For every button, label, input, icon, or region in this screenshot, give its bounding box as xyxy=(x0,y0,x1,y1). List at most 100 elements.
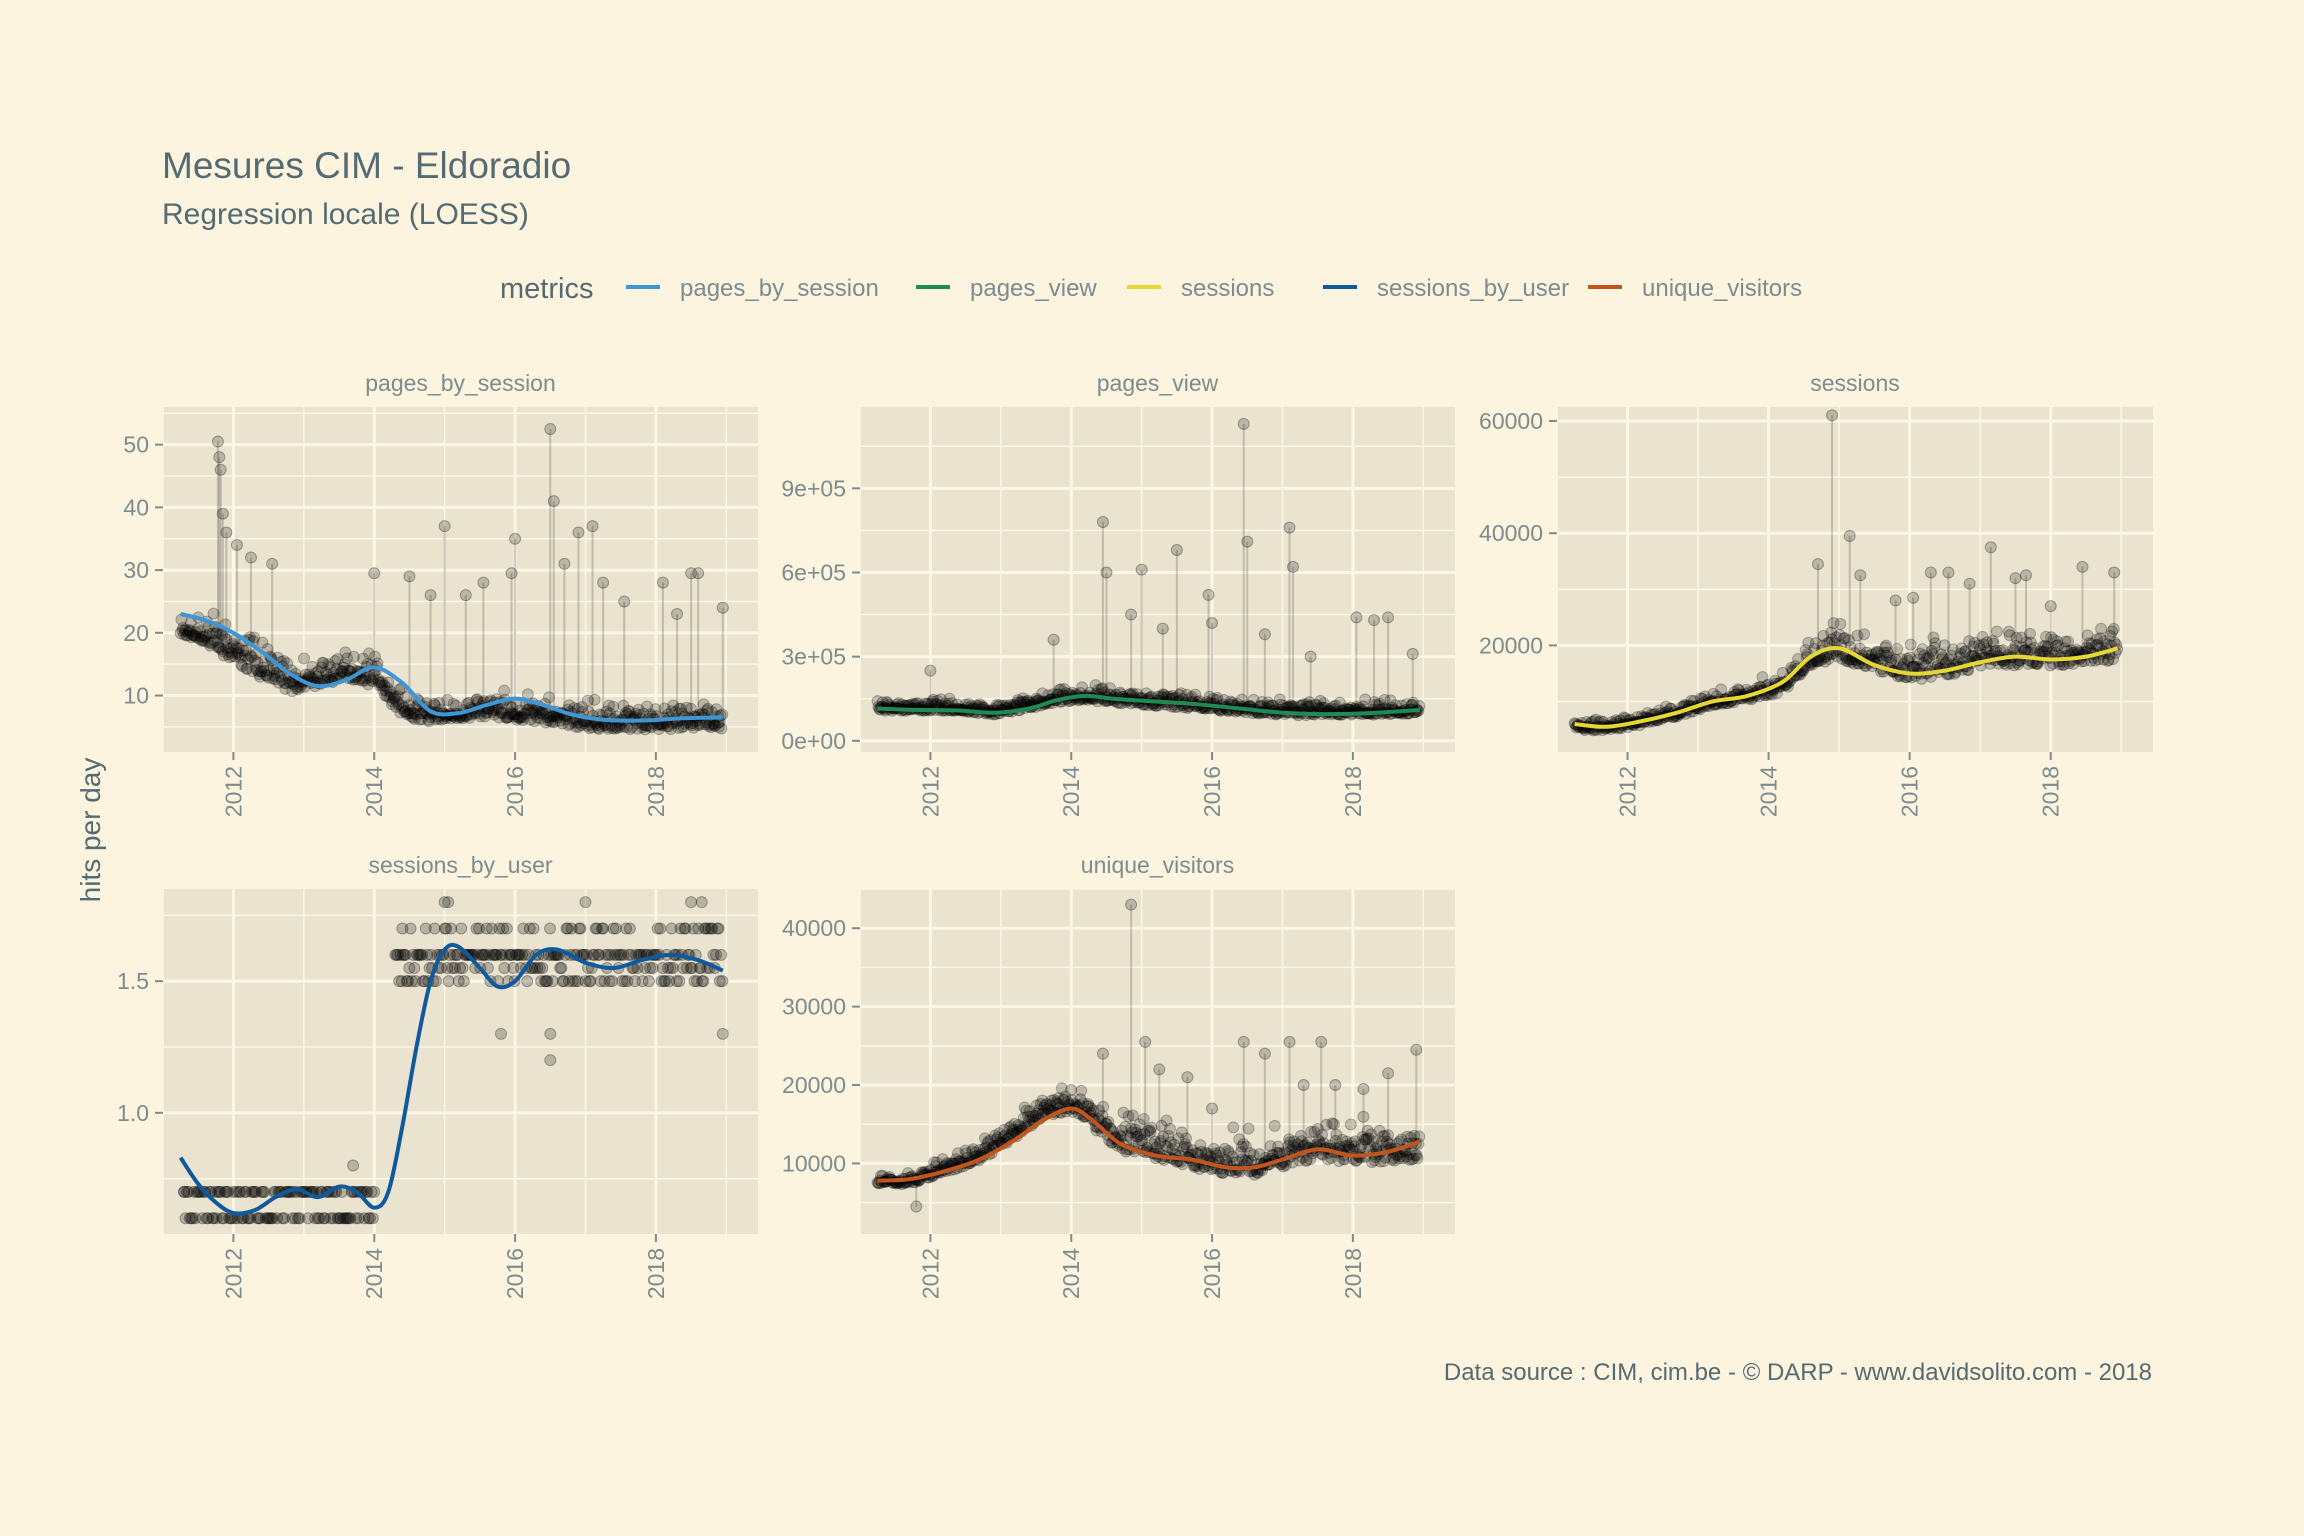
data-point xyxy=(517,711,530,724)
data-point xyxy=(364,674,377,687)
spike-point xyxy=(1283,1035,1296,1048)
data-point xyxy=(303,668,316,681)
data-point xyxy=(511,710,524,723)
data-point xyxy=(388,692,401,705)
data-point xyxy=(403,706,416,719)
data-point xyxy=(545,710,558,723)
data-point xyxy=(673,975,686,988)
spike-point xyxy=(671,608,684,620)
data-point xyxy=(363,647,376,660)
data-point xyxy=(680,701,693,714)
data-point xyxy=(232,646,245,659)
legend: metrics pages_by_session pages_view sessio… xyxy=(500,273,1802,305)
data-point xyxy=(539,716,552,729)
x-tick-label: 2012 xyxy=(220,766,246,817)
data-point xyxy=(537,708,550,721)
data-point xyxy=(174,627,187,640)
data-point xyxy=(286,685,299,698)
data-point xyxy=(1990,625,2003,638)
data-point xyxy=(508,710,521,723)
data-point xyxy=(574,922,587,935)
data-point xyxy=(384,685,397,698)
data-point xyxy=(542,714,555,727)
data-point xyxy=(368,1185,381,1198)
data-point xyxy=(181,629,194,642)
data-point xyxy=(183,625,196,638)
spike-point xyxy=(2009,572,2022,585)
spike-point xyxy=(1350,611,1363,624)
data-point xyxy=(194,625,207,638)
data-point xyxy=(652,723,665,736)
data-point xyxy=(715,948,728,961)
spike-point xyxy=(1315,1035,1328,1048)
strip-label-sessions_by_user: sessions_by_user xyxy=(368,852,552,878)
data-point xyxy=(190,631,203,644)
data-point xyxy=(259,669,272,682)
data-point xyxy=(528,715,541,728)
data-point xyxy=(422,713,435,726)
data-point xyxy=(410,700,423,713)
data-point xyxy=(268,669,281,682)
data-point xyxy=(516,713,529,726)
data-point xyxy=(654,922,667,935)
data-point xyxy=(584,975,597,988)
data-point xyxy=(581,719,594,732)
facet-panels: pages_by_session 2012 2014 2016 2018 10 20 30 40… xyxy=(117,370,2153,1299)
data-point xyxy=(1227,1121,1240,1134)
data-point xyxy=(555,962,568,975)
data-point xyxy=(597,922,610,935)
data-point xyxy=(442,975,455,988)
data-point xyxy=(234,651,247,664)
data-point xyxy=(220,633,233,646)
panel-sessions_by_user: sessions_by_user 2012 2014 2016 2018 1.0 1.5 xyxy=(117,852,758,1299)
x-tick-label: 2012 xyxy=(917,766,943,817)
data-point xyxy=(684,702,697,715)
data-point xyxy=(323,671,336,684)
data-point xyxy=(374,676,387,689)
data-point xyxy=(433,697,446,710)
y-tick-label: 60000 xyxy=(1479,408,1543,434)
spike-point xyxy=(547,495,560,508)
spike-point xyxy=(1963,577,1976,590)
y-tick-label: 40 xyxy=(123,494,149,520)
data-point xyxy=(250,663,263,676)
data-point xyxy=(399,705,412,718)
spike-point xyxy=(213,451,226,464)
data-point xyxy=(1411,1152,1424,1165)
data-point xyxy=(383,691,396,704)
y-tick-label: 0e+00 xyxy=(781,728,846,754)
data-point xyxy=(322,658,335,671)
data-point xyxy=(182,626,195,639)
data-point xyxy=(248,654,261,667)
data-point xyxy=(309,667,322,680)
y-tick-label: 40000 xyxy=(1479,520,1543,546)
data-point xyxy=(710,703,723,716)
data-point xyxy=(1075,1084,1088,1097)
data-point xyxy=(499,711,512,724)
data-point xyxy=(503,708,516,721)
data-point xyxy=(1145,1121,1158,1134)
spike-point xyxy=(1096,516,1109,528)
data-point xyxy=(488,708,501,721)
data-point xyxy=(320,668,333,681)
data-point xyxy=(493,711,506,724)
y-tick-label: 1.0 xyxy=(117,1100,149,1126)
data-point xyxy=(183,623,196,636)
spike-point xyxy=(459,589,472,602)
data-point xyxy=(623,705,636,718)
data-point xyxy=(404,704,417,717)
data-point xyxy=(237,644,250,657)
data-point xyxy=(619,707,632,720)
data-point xyxy=(232,642,245,655)
data-point xyxy=(205,637,218,650)
data-point xyxy=(1904,638,1917,651)
y-tick-label: 3e+05 xyxy=(781,644,846,670)
data-point xyxy=(306,660,319,673)
data-point xyxy=(239,644,252,657)
data-point xyxy=(543,711,556,724)
data-point xyxy=(407,707,420,720)
spike-point xyxy=(1843,530,1856,543)
panel-background xyxy=(163,889,758,1234)
legend-entry-sessions_by_user: sessions_by_user xyxy=(1323,275,1569,302)
data-point xyxy=(667,699,680,712)
